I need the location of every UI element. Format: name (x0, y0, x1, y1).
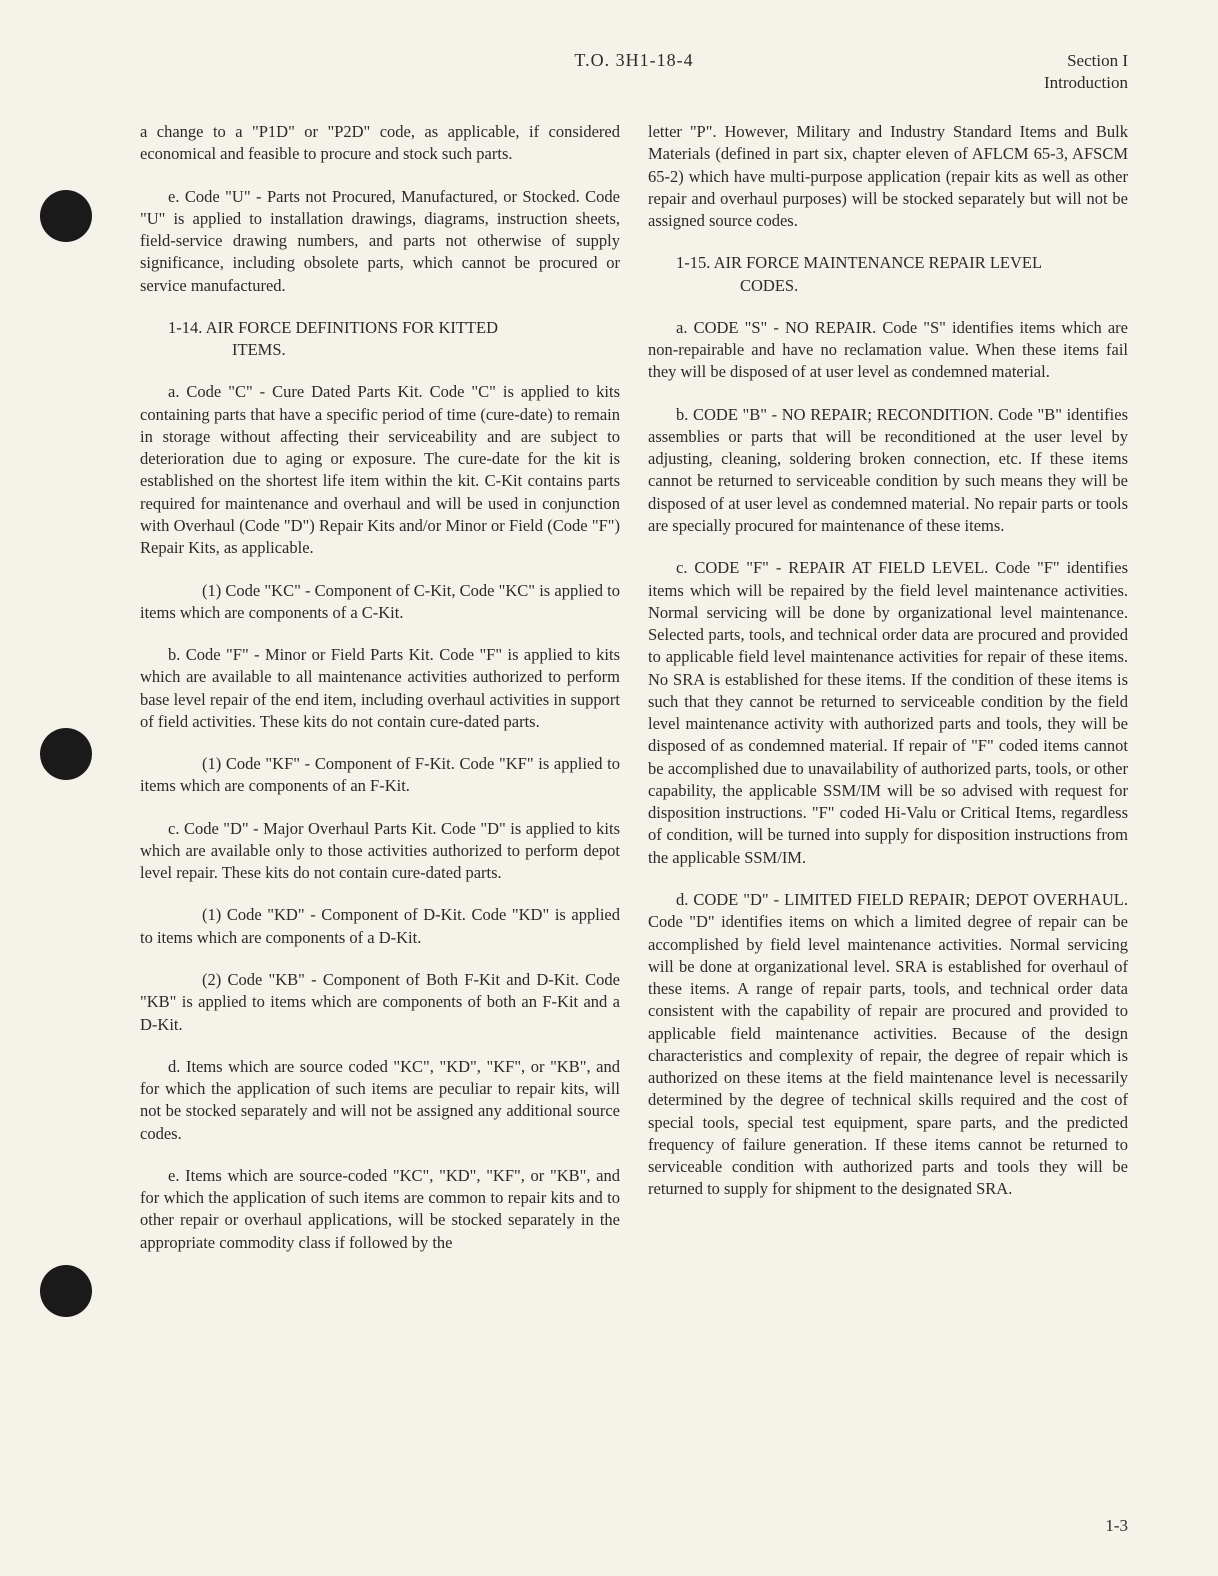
heading-number: 1-15. (676, 252, 710, 274)
paragraph: c. CODE "F" - REPAIR AT FIELD LEVEL. Cod… (648, 557, 1128, 869)
content-columns: a change to a "P1D" or "P2D" code, as ap… (140, 121, 1128, 1274)
paragraph: a. Code "C" - Cure Dated Parts Kit. Code… (140, 381, 620, 559)
heading-number: 1-14. (168, 317, 202, 339)
subsection-name: Introduction (1044, 72, 1128, 94)
punch-hole (40, 1265, 92, 1317)
paragraph: (2) Code "KB" - Component of Both F-Kit … (140, 969, 620, 1036)
punch-hole (40, 728, 92, 780)
section-label: Section I Introduction (1044, 50, 1128, 94)
paragraph: letter "P". However, Military and Indust… (648, 121, 1128, 232)
paragraph: d. CODE "D" - LIMITED FIELD REPAIR; DEPO… (648, 889, 1128, 1201)
paragraph: b. Code "F" - Minor or Field Parts Kit. … (140, 644, 620, 733)
section-heading: 1-14. AIR FORCE DEFINITIONS FOR KITTED I… (140, 317, 620, 362)
heading-continuation: CODES. (740, 275, 1128, 297)
paragraph: c. Code "D" - Major Overhaul Parts Kit. … (140, 818, 620, 885)
heading-title: AIR FORCE DEFINITIONS FOR KITTED (206, 318, 498, 337)
document-number: T.O. 3H1-18-4 (140, 50, 1128, 71)
page-number: 1-3 (1105, 1516, 1128, 1536)
paragraph: a. CODE "S" - NO REPAIR. Code "S" identi… (648, 317, 1128, 384)
punch-hole (40, 190, 92, 242)
heading-title: AIR FORCE MAINTENANCE REPAIR LEVEL (714, 253, 1042, 272)
paragraph: (1) Code "KC" - Component of C-Kit, Code… (140, 580, 620, 625)
page-header: T.O. 3H1-18-4 Section I Introduction (140, 50, 1128, 71)
left-column: a change to a "P1D" or "P2D" code, as ap… (140, 121, 620, 1274)
section-heading: 1-15. AIR FORCE MAINTENANCE REPAIR LEVEL… (648, 252, 1128, 297)
right-column: letter "P". However, Military and Indust… (648, 121, 1128, 1274)
paragraph: d. Items which are source coded "KC", "K… (140, 1056, 620, 1145)
paragraph: a change to a "P1D" or "P2D" code, as ap… (140, 121, 620, 166)
paragraph: b. CODE "B" - NO REPAIR; RECONDITION. Co… (648, 404, 1128, 538)
paragraph: e. Code "U" - Parts not Procured, Manufa… (140, 186, 620, 297)
heading-continuation: ITEMS. (232, 339, 620, 361)
paragraph: (1) Code "KD" - Component of D-Kit. Code… (140, 904, 620, 949)
paragraph: (1) Code "KF" - Component of F-Kit. Code… (140, 753, 620, 798)
section-name: Section I (1044, 50, 1128, 72)
paragraph: e. Items which are source-coded "KC", "K… (140, 1165, 620, 1254)
